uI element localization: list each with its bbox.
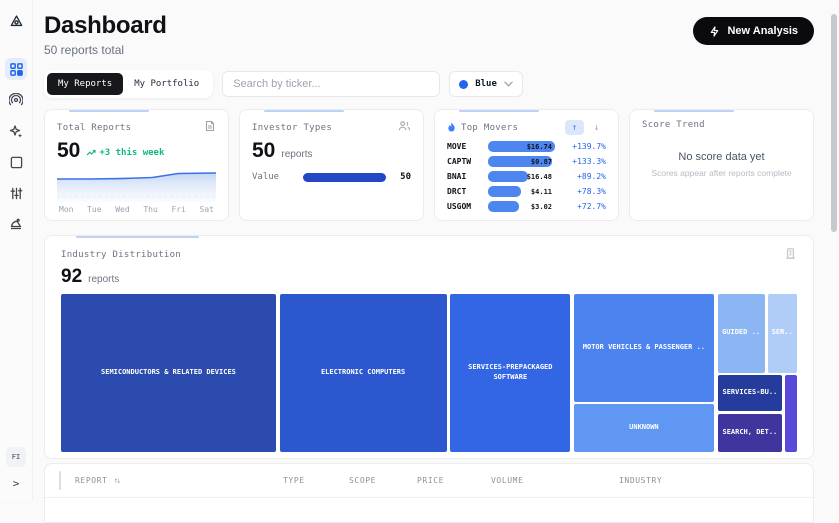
treemap-cell[interactable]: SERVICES-PREPACKAGED SOFTWARE <box>450 294 570 452</box>
total-reports-card: Total Reports 50 +3 this week <box>44 109 229 221</box>
score-trend-title: Score Trend <box>642 120 705 130</box>
trending-up-icon <box>86 149 96 157</box>
new-analysis-button[interactable]: New Analysis <box>693 17 814 45</box>
sidebar-item-dashboard[interactable] <box>5 58 27 80</box>
trend-badge: +3 this week <box>86 148 164 158</box>
tab-my-portfolio[interactable]: My Portfolio <box>123 73 210 95</box>
industry-distribution-title: Industry Distribution <box>61 250 181 260</box>
score-trend-empty-state: No score data yet Scores appear after re… <box>642 151 801 178</box>
workspace-badge[interactable]: FI <box>6 447 26 467</box>
treemap-cell[interactable]: SEARCH, DET.. <box>718 414 783 452</box>
investor-types-card: Investor Types 50 reports Value 50 <box>239 109 424 221</box>
investor-types-value: 50 <box>252 139 275 162</box>
mover-bar <box>488 171 528 182</box>
total-reports-title: Total Reports <box>57 123 131 133</box>
column-industry[interactable]: INDUSTRY <box>619 476 799 485</box>
theme-color-dot <box>459 80 468 89</box>
treemap-cell[interactable]: UNKNOWN <box>574 404 714 452</box>
mover-bar <box>488 201 519 212</box>
investor-type-bar-row: Value 50 <box>252 172 411 182</box>
reports-table-header: REPORT ↑↓ TYPE SCOPE PRICE VOLUME INDUST… <box>45 464 813 498</box>
page-subtitle: 50 reports total <box>44 43 167 57</box>
mover-bar <box>488 186 521 197</box>
total-reports-value: 50 <box>57 139 80 162</box>
vertical-scrollbar[interactable] <box>831 14 837 232</box>
treemap-cell[interactable] <box>785 375 797 452</box>
sidebar-item-signal[interactable] <box>5 89 27 111</box>
mover-row: CAPTW $0.87 +133.3% <box>447 156 606 168</box>
mover-row: MOVE $16.74 +139.7% <box>447 141 606 153</box>
view-tabs: My Reports My Portfolio <box>44 70 213 98</box>
treemap-cell[interactable]: GUIDED .. <box>718 294 765 373</box>
sidebar: FI > <box>0 0 33 500</box>
column-type[interactable]: TYPE <box>283 476 349 485</box>
top-movers-title: Top Movers <box>461 123 518 133</box>
column-report[interactable]: REPORT <box>75 476 108 485</box>
treemap-cell[interactable]: SERVICES-BU.. <box>718 375 783 411</box>
treemap-cell[interactable]: ELECTRONIC COMPUTERS <box>280 294 447 452</box>
industry-report-count: 92 <box>61 267 82 288</box>
app-logo-icon <box>5 10 27 32</box>
sidebar-item-dome[interactable] <box>5 213 27 235</box>
sort-gainers-button[interactable]: ↑ <box>565 120 584 135</box>
investor-types-unit: reports <box>281 149 312 160</box>
investor-types-title: Investor Types <box>252 123 332 133</box>
users-icon <box>398 120 411 135</box>
mover-row: BNAI $16.48 +89.2% <box>447 171 606 183</box>
search-input[interactable] <box>222 71 440 97</box>
sidebar-item-sparkles[interactable] <box>5 120 27 142</box>
select-all-checkbox[interactable] <box>59 471 61 490</box>
sidebar-item-sliders[interactable] <box>5 182 27 204</box>
top-movers-card: Top Movers ↑ ↓ MOVE $16.74 +139.7% CAPTW <box>434 109 619 221</box>
column-price[interactable]: PRICE <box>417 476 491 485</box>
sidebar-expand-chevron-icon[interactable]: > <box>13 477 20 490</box>
score-trend-card: Score Trend No score data yet Scores app… <box>629 109 814 221</box>
sort-icon[interactable]: ↑↓ <box>114 476 120 485</box>
theme-select-value: Blue <box>475 79 497 89</box>
treemap-cell[interactable]: SER.. <box>768 294 797 373</box>
industry-report-unit: reports <box>88 274 119 285</box>
theme-select[interactable]: Blue <box>449 71 523 97</box>
movers-list: MOVE $16.74 +139.7% CAPTW $0.87 +133.3% … <box>447 141 606 213</box>
column-volume[interactable]: VOLUME <box>491 476 619 485</box>
sort-losers-button[interactable]: ↓ <box>587 120 606 135</box>
industry-distribution-card: Industry Distribution 92 reports SEMICON… <box>44 235 814 459</box>
main-content: Dashboard 50 reports total New Analysis … <box>33 0 839 500</box>
investor-type-bar <box>303 173 386 182</box>
treemap-cell[interactable]: MOTOR VEHICLES & PASSENGER .. <box>574 294 714 402</box>
chevron-down-icon <box>504 80 513 89</box>
file-text-icon <box>204 120 216 135</box>
buildings-icon <box>784 247 797 263</box>
industry-treemap-chart: SEMICONDUCTORS & RELATED DEVICES ELECTRO… <box>61 294 797 452</box>
reports-table: REPORT ↑↓ TYPE SCOPE PRICE VOLUME INDUST… <box>44 463 814 523</box>
sidebar-item-frame[interactable] <box>5 151 27 173</box>
treemap-cell[interactable]: SEMICONDUCTORS & RELATED DEVICES <box>61 294 276 452</box>
zap-icon <box>709 26 720 37</box>
reports-sparkline-chart <box>57 166 216 202</box>
movers-sort-toggle: ↑ ↓ <box>565 120 606 135</box>
page-title: Dashboard <box>44 12 167 40</box>
column-scope[interactable]: SCOPE <box>349 476 417 485</box>
mover-row: DRCT $4.11 +78.3% <box>447 186 606 198</box>
mover-row: USGOM $3.02 +72.7% <box>447 201 606 213</box>
flame-icon <box>447 122 456 133</box>
tab-my-reports[interactable]: My Reports <box>47 73 123 95</box>
